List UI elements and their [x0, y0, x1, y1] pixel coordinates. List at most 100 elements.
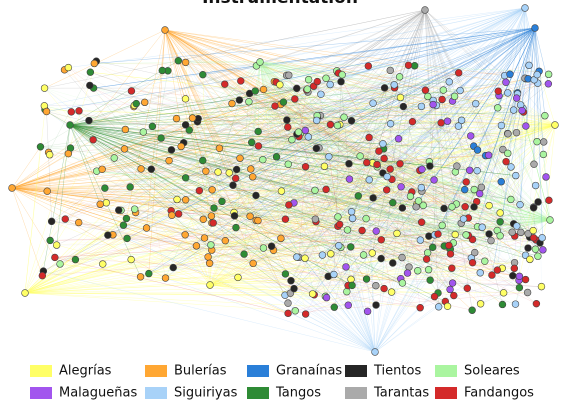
edge: [177, 199, 490, 235]
edge: [141, 155, 489, 170]
edge: [43, 270, 376, 353]
node: [473, 166, 481, 175]
edge: [337, 125, 465, 190]
edge: [44, 105, 551, 221]
node: [347, 275, 355, 284]
node: [386, 165, 394, 173]
edge: [373, 102, 422, 107]
edge: [146, 61, 261, 229]
edge: [56, 134, 297, 246]
node: [476, 269, 484, 277]
node: [467, 132, 475, 140]
node: [347, 117, 356, 125]
edge: [164, 29, 353, 219]
node: [245, 98, 253, 106]
node: [234, 273, 242, 282]
edge: [392, 132, 517, 264]
edge: [283, 102, 373, 254]
edge: [452, 232, 513, 284]
edge: [437, 207, 534, 294]
edge: [209, 76, 400, 286]
edge: [259, 61, 335, 275]
node: [281, 270, 290, 278]
edge: [146, 227, 376, 353]
edge: [271, 100, 434, 247]
node: [539, 246, 547, 254]
edge: [366, 27, 536, 163]
edge: [69, 124, 103, 170]
node: [507, 163, 515, 171]
edge: [211, 222, 427, 260]
edge: [287, 7, 526, 314]
edge: [374, 245, 445, 353]
node: [371, 348, 379, 356]
edge: [102, 263, 429, 270]
edge: [54, 257, 289, 314]
edge: [285, 7, 526, 220]
edge: [209, 117, 345, 286]
node: [161, 274, 170, 282]
edge: [225, 230, 377, 241]
node: [208, 186, 216, 194]
edge: [286, 119, 448, 307]
edge: [209, 148, 384, 286]
edge: [171, 163, 350, 211]
edge: [219, 148, 376, 353]
node: [380, 84, 389, 92]
node: [254, 216, 262, 225]
edge: [325, 27, 536, 79]
node: [174, 57, 183, 65]
node: [424, 92, 432, 101]
edge: [424, 9, 521, 205]
edge: [69, 89, 264, 126]
node: [372, 227, 380, 235]
edge: [162, 70, 422, 223]
edge: [46, 111, 52, 222]
node: [347, 208, 356, 216]
node: [229, 181, 237, 189]
edge: [396, 79, 535, 234]
edge: [69, 124, 313, 295]
edge: [259, 61, 327, 298]
edge: [164, 29, 292, 281]
node: [71, 255, 80, 264]
edge: [235, 227, 376, 353]
edge: [167, 70, 412, 193]
edge: [50, 148, 125, 241]
legend-swatch: [435, 387, 457, 399]
node: [509, 106, 518, 114]
edge: [70, 82, 506, 149]
node: [354, 192, 362, 200]
edge: [211, 222, 513, 276]
edge: [338, 239, 382, 246]
node: [181, 121, 190, 129]
edge: [151, 166, 378, 170]
edge: [290, 164, 535, 294]
node: [172, 114, 181, 123]
edge: [196, 200, 419, 247]
node: [130, 205, 139, 213]
node: [512, 128, 521, 137]
edge: [211, 245, 445, 251]
edge: [244, 141, 538, 255]
edge: [421, 169, 456, 173]
edge: [124, 148, 502, 182]
edge: [437, 7, 526, 235]
node: [98, 165, 106, 173]
edge: [185, 62, 376, 353]
node: [459, 215, 468, 223]
node: [404, 61, 413, 69]
edge: [196, 245, 211, 286]
edge: [185, 199, 403, 284]
node: [533, 70, 541, 79]
edge: [134, 208, 353, 286]
edge: [316, 120, 454, 296]
legend-swatch: [435, 365, 457, 377]
node: [283, 116, 291, 124]
edge: [239, 105, 437, 159]
edge: [256, 220, 498, 271]
edge: [477, 27, 536, 227]
edge: [40, 146, 378, 167]
edge: [298, 136, 551, 221]
edge: [394, 87, 534, 208]
